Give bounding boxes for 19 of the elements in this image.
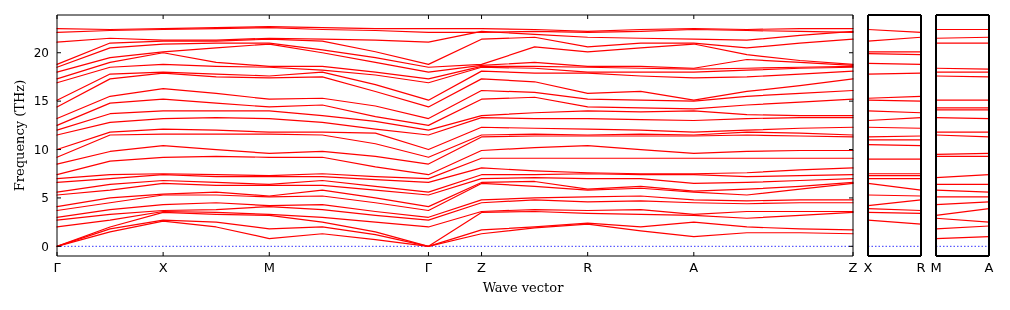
y-tick-label: 20 — [33, 45, 49, 60]
x-tick-label: A — [984, 260, 994, 275]
x-tick-label: Z — [477, 260, 487, 275]
y-axis-title: Frequency (THz) — [12, 79, 27, 192]
x-tick-label: Γ — [424, 260, 433, 275]
x-tick-label: R — [916, 260, 926, 275]
y-tick-label: 0 — [41, 239, 49, 254]
x-tick-label: M — [930, 260, 942, 275]
x-tick-label: A — [689, 260, 699, 275]
x-tick-label: Z — [848, 260, 858, 275]
x-axis-title: Wave vector — [482, 280, 565, 295]
y-tick-label: 15 — [33, 94, 49, 109]
y-tick-label: 5 — [41, 191, 49, 206]
x-tick-label: X — [158, 260, 168, 275]
x-tick-label: Γ — [53, 260, 62, 275]
x-tick-label: R — [583, 260, 593, 275]
y-tick-label: 10 — [33, 142, 49, 157]
x-tick-label: M — [263, 260, 275, 275]
x-tick-label: X — [863, 260, 873, 275]
